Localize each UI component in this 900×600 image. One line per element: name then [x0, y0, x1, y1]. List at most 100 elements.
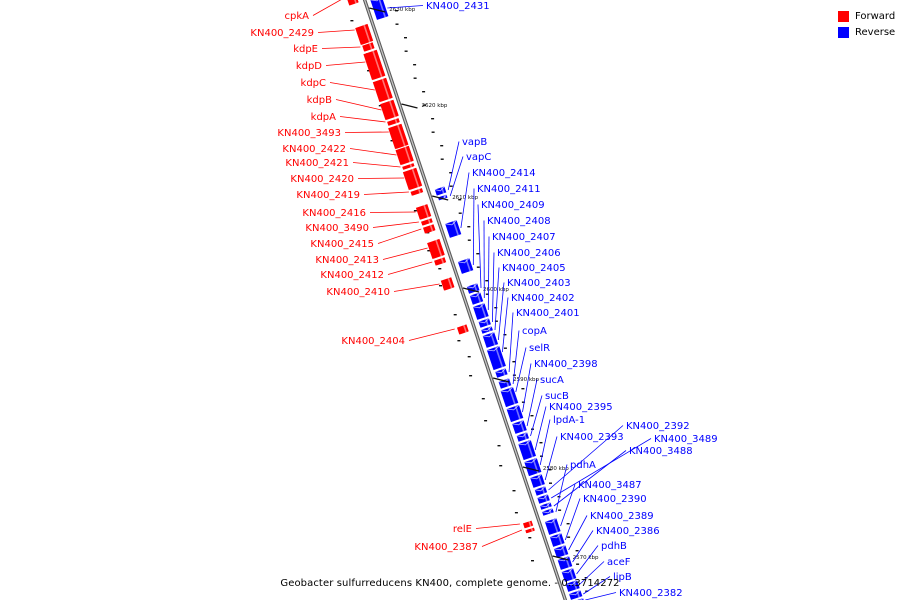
backbone-mark: [431, 118, 435, 120]
backbone-mark: [458, 199, 462, 201]
gene-label-vapc: vapC: [449, 152, 491, 197]
backbone-mark: [367, 70, 371, 72]
backbone-mark: [494, 307, 498, 309]
svg-text:relE: relE: [453, 524, 472, 535]
gene-arrow-sucb: [516, 432, 529, 442]
gene-label-kn400-3489: KN400_3489: [550, 434, 718, 499]
gene-label-kn400-2412: KN400_2412: [320, 261, 433, 281]
gene-arrow-kn400-2404: [457, 324, 470, 337]
svg-text:KN400_2431: KN400_2431: [426, 1, 490, 12]
gene-label-kn400-2390: KN400_2390: [564, 494, 647, 541]
backbone-highlight: [364, 0, 566, 600]
gene-label-kn400-2393: KN400_2393: [544, 432, 624, 481]
svg-text:KN400_2404: KN400_2404: [341, 336, 405, 347]
gene-label-acef: aceF: [579, 557, 631, 585]
svg-text:KN400_2409: KN400_2409: [481, 200, 545, 211]
backbone-mark: [395, 10, 398, 12]
backbone-mark: [378, 105, 382, 107]
gene-arrow-kn400-2412: [434, 257, 447, 268]
backbone-mark: [440, 145, 444, 147]
svg-text:KN400_2416: KN400_2416: [302, 208, 366, 219]
gene-label-kn400-2420: KN400_2420: [290, 174, 405, 185]
svg-text:KN400_3488: KN400_3488: [629, 446, 693, 457]
gene-label-suca: sucA: [526, 375, 564, 427]
svg-text:KN400_2392: KN400_2392: [626, 421, 690, 432]
gene-arrow-kn400-2392: [534, 486, 548, 496]
backbone-marks-layer: [350, 10, 589, 592]
gene-label-cpka: cpkA: [285, 0, 342, 22]
backbone-mark: [484, 420, 488, 422]
gene-label-kn400-2387: KN400_2387: [414, 529, 523, 553]
backbone-mark: [557, 496, 561, 498]
backbone-mark: [476, 266, 480, 268]
gene-label-kn400-2416: KN400_2416: [302, 208, 416, 219]
svg-text:KN400_2401: KN400_2401: [516, 308, 580, 319]
backbone-mark: [457, 340, 461, 342]
gene-label-kn400-2403: KN400_2403: [498, 278, 571, 341]
svg-text:KN400_2411: KN400_2411: [477, 184, 541, 195]
gene-arrow-kn400-2416: [415, 204, 432, 222]
svg-text:lpdA-1: lpdA-1: [553, 415, 585, 426]
backbone-mark: [440, 158, 444, 160]
svg-text:pdhB: pdhB: [601, 541, 627, 552]
gene-label-kn400-2392: KN400_2392: [548, 421, 690, 491]
backbone-mark: [467, 226, 471, 228]
gene-arrow-cpka: [347, 0, 360, 8]
backbone-mark: [485, 280, 489, 282]
gene-arrow-kn400-3487: [544, 517, 561, 535]
gene-label-kn400-2389: KN400_2389: [568, 511, 654, 551]
backbone-mark: [404, 50, 408, 52]
gene-arrow-kn400-2410: [440, 277, 455, 293]
gene-label-kdpe: kdpE: [293, 44, 361, 55]
gene-label-kn400-2409: KN400_2409: [477, 200, 545, 289]
backbone-mark: [512, 361, 516, 363]
backbone-mark: [567, 536, 571, 538]
backbone-mark: [427, 250, 431, 252]
scale-tick: 2590 kbp: [492, 377, 540, 383]
backbone-mark: [528, 537, 532, 539]
legend-label-forward: Forward: [855, 11, 896, 22]
gene-label-kn400-2406: KN400_2406: [492, 248, 561, 323]
backbone-mark: [413, 210, 417, 212]
gene-label-pdhb: pdhB: [576, 541, 627, 575]
svg-text:KN400_2415: KN400_2415: [310, 239, 374, 250]
svg-text:KN400_3493: KN400_3493: [277, 128, 341, 139]
svg-text:KN400_2390: KN400_2390: [583, 494, 647, 505]
gene-arrow-pdhb: [561, 567, 577, 582]
svg-text:lipB: lipB: [613, 572, 632, 583]
svg-text:KN400_2393: KN400_2393: [560, 432, 624, 443]
gene-arrow-kn400-2405: [481, 326, 493, 334]
legend-item-forward: Forward: [838, 9, 895, 24]
svg-text:KN400_2412: KN400_2412: [320, 270, 384, 281]
backbone-mark: [413, 77, 417, 79]
svg-text:KN400_2398: KN400_2398: [534, 359, 598, 370]
backbone-mark: [540, 455, 543, 457]
backbone-mark: [481, 398, 485, 400]
svg-text:vapB: vapB: [462, 137, 487, 148]
gene-label-kn400-2415: KN400_2415: [310, 228, 422, 250]
gene-label-selr: selR: [515, 343, 550, 393]
gene-arrow-pdha: [541, 508, 554, 516]
svg-text:KN400_2402: KN400_2402: [511, 293, 575, 304]
gene-arrow-kn400-2420: [402, 167, 423, 192]
gene-label-kn400-2405: KN400_2405: [494, 263, 566, 331]
gene-arrow-kn400-2419: [410, 188, 424, 198]
svg-text:KN400_2389: KN400_2389: [590, 511, 654, 522]
gene-label-kn400-3487: KN400_3487: [560, 480, 642, 527]
gene-arrow-kn400-2398: [506, 404, 524, 423]
gene-arrow-kn400-2393: [530, 473, 545, 488]
gene-label-kdpd: kdpD: [296, 61, 366, 72]
backbone-mark: [449, 185, 453, 187]
gene-arrow-lpda-1: [524, 457, 542, 477]
gene-arrow-vapb: [434, 186, 447, 196]
backbone-mark: [531, 560, 534, 562]
backbone-mark: [503, 347, 507, 349]
gene-arrow-kdpb: [380, 99, 400, 122]
backbone-mark: [438, 268, 442, 270]
svg-text:cpkA: cpkA: [285, 11, 310, 22]
svg-text:kdpB: kdpB: [307, 95, 332, 106]
gene-label-kn400-2421: KN400_2421: [285, 158, 401, 169]
gene-arrow-suca: [512, 419, 527, 434]
gene-label-kn400-2411: KN400_2411: [472, 184, 541, 266]
svg-text:KN400_2387: KN400_2387: [414, 542, 478, 553]
